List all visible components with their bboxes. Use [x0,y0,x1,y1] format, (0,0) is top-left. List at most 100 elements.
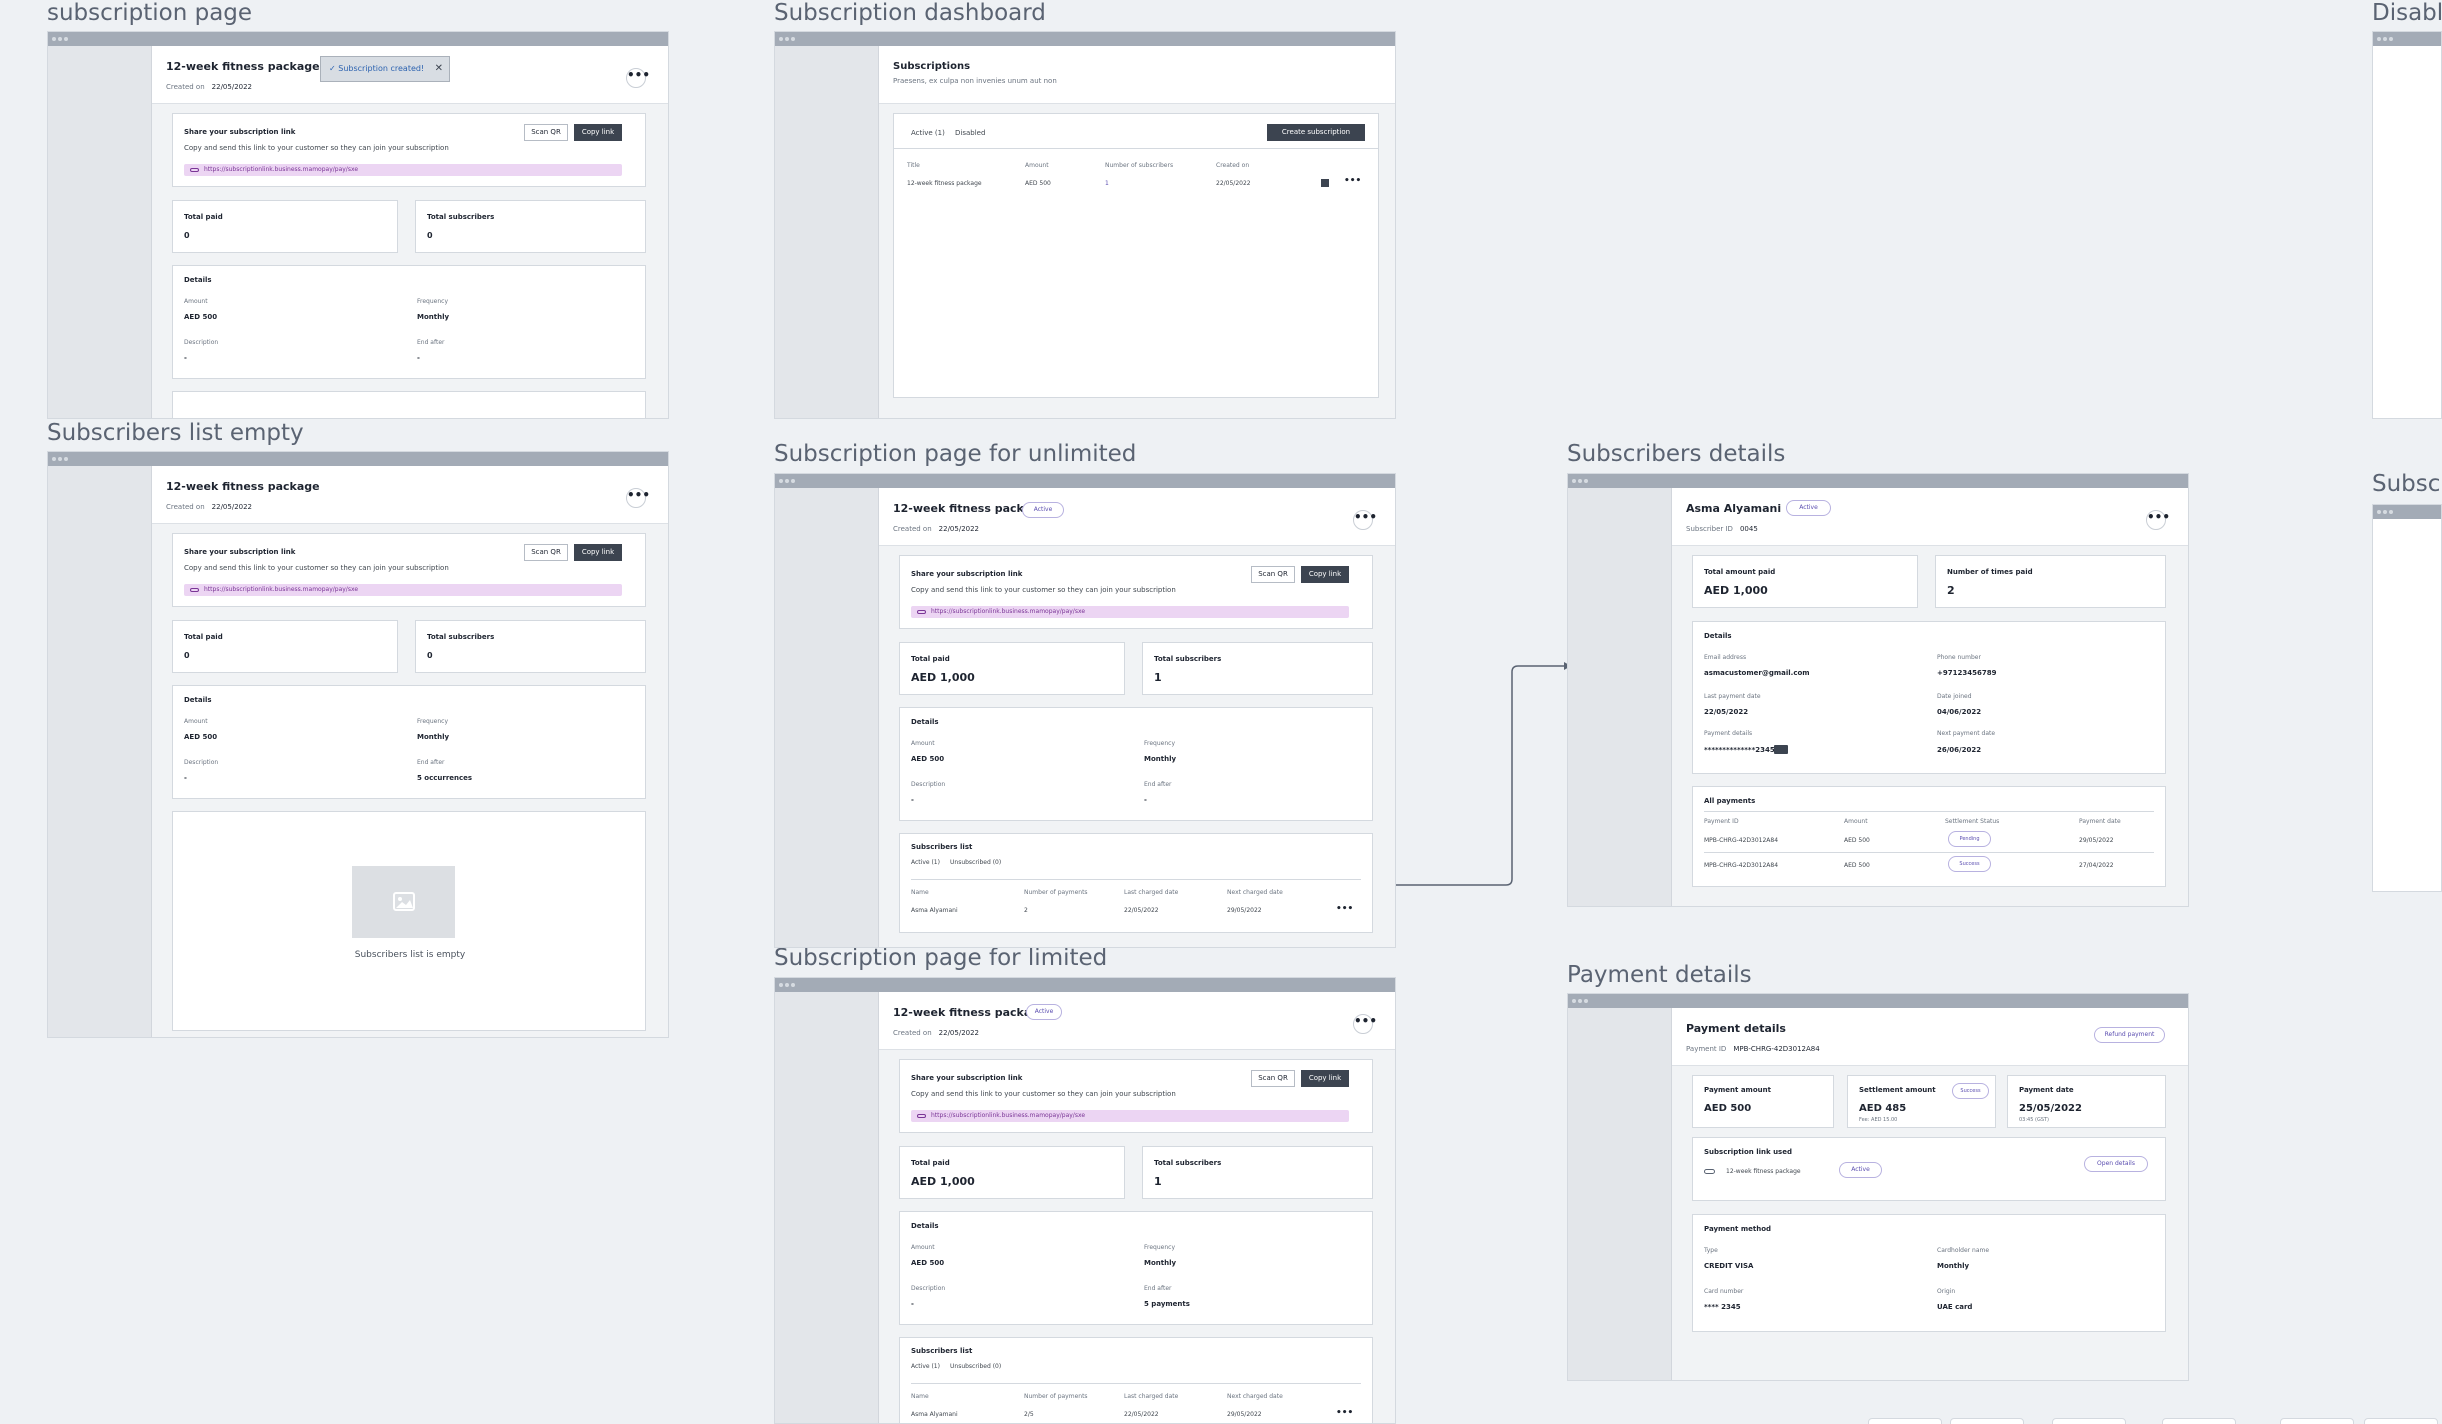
subscription-link[interactable]: https://subscriptionlink.business.mamopa… [911,1110,1349,1122]
payment-date-card: Payment date 25/05/2022 03:45 (GST) [2007,1075,2166,1128]
total-subscribers-card: Total subscribers 1 [1142,642,1373,695]
more-options-icon[interactable]: ••• [1336,1408,1354,1418]
total-subscribers-card: Total subscribers 0 [415,200,646,253]
page-title: 12-week fitness package [166,480,320,493]
cropped-element [1868,1418,1942,1424]
subscription-link[interactable]: https://subscriptionlink.business.mamopa… [184,164,622,176]
frame-subscription-page: 12-week fitness package Created on 22/05/… [47,31,669,419]
copy-link-button[interactable]: Copy link [1301,566,1349,583]
close-icon[interactable]: ✕ [434,63,443,74]
cropped-frame-subscribers [2372,504,2442,892]
label-subscription-limited: Subscription page for limited [774,945,1108,971]
total-paid-card: Total paid AED 1,000 [899,642,1125,695]
details-card: Details Amount AED 500 Frequency Monthly… [899,707,1373,821]
link-icon [190,168,199,172]
label-subscription-dashboard: Subscription dashboard [774,0,1046,26]
status-badge: Active [1786,500,1831,516]
label-disabled-cropped: Disabl [2372,0,2442,26]
label-subscription-page: subscription page [47,0,253,26]
total-amount-paid-card: Total amount paid AED 1,000 [1692,555,1918,608]
created-label: Created on [166,83,205,91]
sidebar [1568,488,1672,906]
create-subscription-button[interactable]: Create subscription [1267,124,1365,141]
status-badge-pending: Pending [1948,831,1991,847]
scan-qr-button[interactable]: Scan QR [524,544,568,561]
tab-active[interactable]: Active (1) [911,1363,940,1370]
settlement-amount-card: Settlement amount AED 485 Success Fee: A… [1847,1075,1996,1128]
subscribers-list-card: Subscribers list Active (1) Unsubscribed… [899,1337,1373,1423]
subscriptions-table-card: Active (1) Disabled Create subscription … [893,113,1379,398]
copy-link-button[interactable]: Copy link [574,544,622,561]
subscribers-list-card [172,391,646,418]
details-card: Details Amount AED 500 Frequency Monthly… [172,685,646,799]
more-options-button[interactable]: ••• [626,488,650,508]
sidebar [775,46,879,418]
share-link-card: Share your subscription link Copy and se… [172,533,646,607]
sidebar [48,466,152,1037]
frame-subscribers-details: Asma Alyamani Active Subscriber ID 0045 •… [1567,473,2189,907]
number-of-times-paid-card: Number of times paid 2 [1935,555,2166,608]
toast-notification: ✓ Subscription created! ✕ [320,56,450,82]
link-icon [190,588,199,592]
sidebar [775,488,879,947]
sidebar [1568,1008,1672,1380]
copy-link-button[interactable]: Copy link [1301,1070,1349,1087]
payment-method-card: Payment method Type CREDIT VISA Cardhold… [1692,1214,2166,1332]
cropped-frame-disabled [2372,31,2442,419]
email-value: asmacustomer@gmail.com [1704,669,1810,677]
more-options-button[interactable]: ••• [2146,510,2170,530]
sidebar [48,46,152,418]
image-placeholder-icon [352,866,455,938]
sidebar [775,992,879,1423]
scan-qr-button[interactable]: Scan QR [1251,1070,1295,1087]
frame-subscription-unlimited: 12-week fitness package Active Created o… [774,473,1396,948]
share-link-card: Share your subscription link Copy and se… [899,555,1373,629]
details-card: Details Amount AED 500 Frequency Monthly… [172,265,646,379]
tab-disabled[interactable]: Disabled [955,129,986,137]
subscription-link-used-card: Subscription link used 12-week fitness p… [1692,1137,2166,1201]
more-options-icon[interactable]: ••• [1344,176,1362,186]
refund-payment-button[interactable]: Refund payment [2094,1027,2165,1043]
status-badge-success: Success [1952,1083,1989,1099]
copy-icon[interactable] [1321,179,1329,187]
flow-connector-arrow [1386,662,1571,886]
check-icon: ✓ [329,64,339,73]
card-icon [1774,745,1788,754]
tab-active[interactable]: Active (1) [911,129,945,137]
subscribers-list-empty-card: Subscribers list is empty [172,811,646,1031]
tab-unsubscribed[interactable]: Unsubscribed (0) [950,859,1002,866]
scan-qr-button[interactable]: Scan QR [524,124,568,141]
scan-qr-button[interactable]: Scan QR [1251,566,1295,583]
subscription-link[interactable]: https://subscriptionlink.business.mamopa… [184,584,622,596]
cropped-element [2364,1418,2438,1424]
subscriber-name: Asma Alyamani [1686,502,1782,515]
all-payments-card: All payments Payment ID Amount Settlemen… [1692,786,2166,887]
link-icon [917,610,926,614]
open-details-button[interactable]: Open details [2084,1156,2148,1172]
more-options-button[interactable]: ••• [1353,510,1377,530]
total-paid-card: Total paid AED 1,000 [899,1146,1125,1199]
cropped-element [2280,1418,2354,1424]
tab-unsubscribed[interactable]: Unsubscribed (0) [950,1363,1002,1370]
more-options-button[interactable]: ••• [1353,1014,1377,1034]
frame-subscribers-list-empty: 12-week fitness package Created on 22/05/… [47,451,669,1038]
more-options-icon[interactable]: ••• [1336,904,1354,914]
share-link-card: Share your subscription link Copy and se… [899,1059,1373,1133]
share-link-card: Share your subscription link Copy and se… [172,113,646,187]
status-badge-success: Success [1948,856,1991,872]
copy-link-button[interactable]: Copy link [574,124,622,141]
subscription-link[interactable]: https://subscriptionlink.business.mamopa… [911,606,1349,618]
tab-active[interactable]: Active (1) [911,859,940,866]
status-badge: Active [1022,502,1064,518]
label-subscription-unlimited: Subscription page for unlimited [774,441,1137,467]
details-card: Details Amount AED 500 Frequency Monthly… [899,1211,1373,1325]
subscriber-details-card: Details Email address asmacustomer@gmail… [1692,621,2166,774]
page-title: 12-week fitness package [893,1006,1047,1019]
link-icon [917,1114,926,1118]
cropped-element [1950,1418,2024,1424]
payment-amount-card: Payment amount AED 500 [1692,1075,1834,1128]
label-subscribers-cropped: Subsc [2372,471,2441,497]
more-options-button[interactable]: ••• [626,68,650,88]
page-description: Praesens, ex culpa non invenies unum aut… [893,77,1057,85]
label-payment-details: Payment details [1567,962,1752,988]
